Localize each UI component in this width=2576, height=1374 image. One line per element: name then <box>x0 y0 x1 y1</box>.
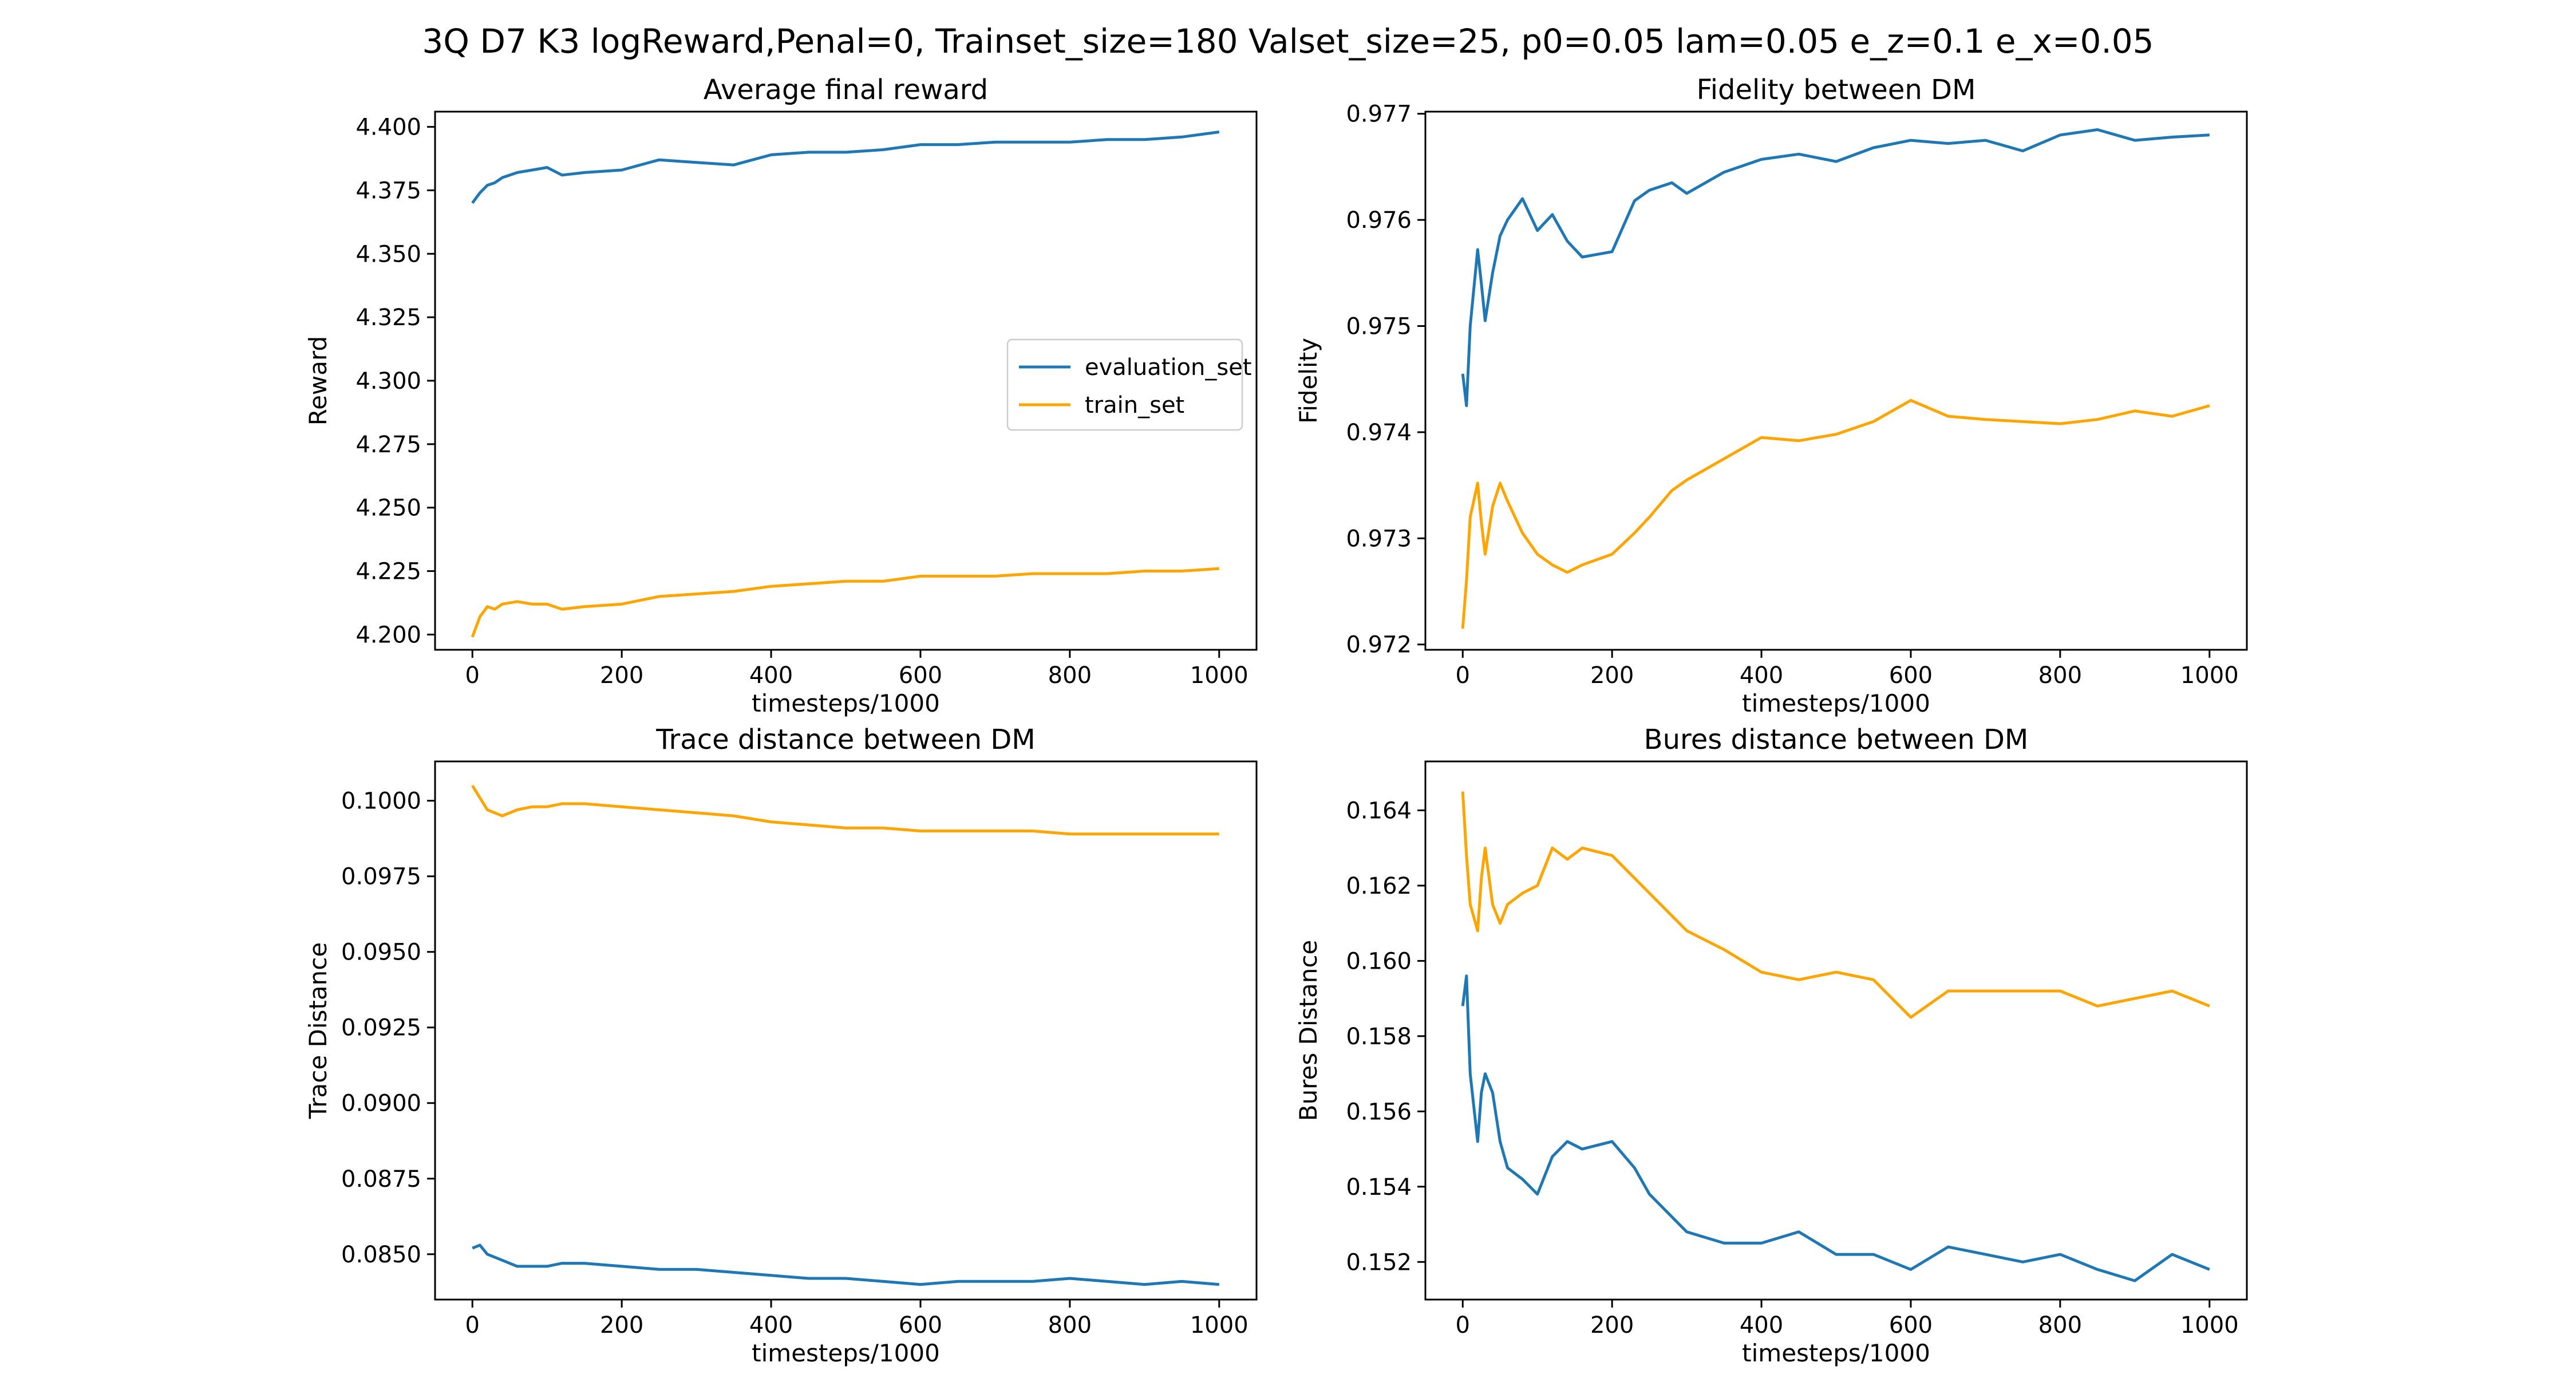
x-tick-label: 0 <box>465 1312 480 1339</box>
x-tick-label: 600 <box>899 662 942 689</box>
y-axis-label: Bures Distance <box>1294 940 1322 1122</box>
x-axis-label: timesteps/1000 <box>1742 689 1930 717</box>
series-line-evaluation-set <box>1461 974 2210 1282</box>
y-tick-label: 0.0850 <box>341 1242 421 1268</box>
y-tick-label: 0.156 <box>1346 1099 1412 1125</box>
x-tick-label: 800 <box>1048 1312 1092 1339</box>
y-tick-label: 0.0925 <box>341 1015 421 1041</box>
x-tick-label: 600 <box>1889 662 1933 689</box>
y-tick-label: 0.974 <box>1346 420 1412 446</box>
y-tick-label: 0.154 <box>1346 1174 1412 1201</box>
legend-label-train-set: train_set <box>1085 392 1184 418</box>
x-axis-label: timesteps/1000 <box>1742 1339 1930 1367</box>
x-tick-label: 1000 <box>2180 1312 2239 1339</box>
y-tick-label: 0.160 <box>1346 948 1412 974</box>
y-tick-label: 0.976 <box>1346 207 1412 234</box>
legend-label-evaluation-set: evaluation_set <box>1085 354 1252 381</box>
x-tick-label: 400 <box>749 1312 793 1339</box>
x-tick-label: 200 <box>600 1312 643 1339</box>
x-tick-label: 1000 <box>1190 662 1249 689</box>
axes-frame <box>1424 760 2248 1301</box>
x-tick-label: 600 <box>899 1312 942 1339</box>
x-tick-label: 400 <box>1740 1312 1783 1339</box>
y-tick-label: 0.975 <box>1346 314 1412 340</box>
y-tick-label: 4.225 <box>355 559 421 585</box>
y-tick-label: 0.0950 <box>341 939 421 966</box>
y-tick-label: 0.0975 <box>341 864 421 890</box>
x-axis-label: timesteps/1000 <box>752 689 940 717</box>
subplot-trace-distance-between-dm: 0 200 400 600 800 1000 0.0850 0.0875 0.0900 0.092… <box>304 724 1258 1367</box>
y-axis-label: Reward <box>304 336 332 425</box>
x-tick-label: 0 <box>465 662 480 689</box>
y-tick-label: 0.973 <box>1346 526 1412 552</box>
y-tick-label: 0.162 <box>1346 873 1412 899</box>
subplot-title: Fidelity between DM <box>1697 74 1976 106</box>
x-axis-label: timesteps/1000 <box>752 1339 940 1367</box>
y-tick-label: 4.275 <box>355 432 421 458</box>
subplot-bures-distance-between-dm: 0 200 400 600 800 1000 0.152 0.154 0.156 0.158 0.1… <box>1294 724 2248 1367</box>
x-tick-label: 200 <box>1590 662 1634 689</box>
series-line-evaluation-set <box>471 131 1220 204</box>
y-tick-label: 0.1000 <box>341 788 421 815</box>
series-line-train-set <box>471 567 1219 638</box>
subplot-average-final-reward: 0 200 400 600 800 1000 4.200 4.225 4.250 4.275 4.3… <box>304 74 1258 717</box>
x-tick-label: 200 <box>1590 1312 1634 1339</box>
y-tick-label: 0.972 <box>1346 632 1412 658</box>
y-tick-label: 0.977 <box>1346 101 1412 128</box>
x-tick-label: 800 <box>2038 1312 2082 1339</box>
y-axis-label: Fidelity <box>1294 338 1322 424</box>
y-tick-label: 0.158 <box>1346 1024 1412 1050</box>
y-tick-label: 0.0900 <box>341 1091 421 1117</box>
x-tick-label: 800 <box>1048 662 1092 689</box>
x-tick-label: 400 <box>1740 662 1783 689</box>
legend-box <box>1006 338 1243 431</box>
y-tick-label: 4.250 <box>355 495 421 522</box>
x-tick-label: 600 <box>1889 1312 1933 1339</box>
y-tick-label: 4.375 <box>355 177 421 204</box>
series-line-evaluation-set <box>472 1243 1220 1286</box>
y-tick-label: 4.300 <box>355 368 421 394</box>
subplot-title: Trace distance between DM <box>655 724 1035 756</box>
subplots: 0 200 400 600 800 1000 4.200 4.225 4.250 4.275 4.3… <box>304 74 2248 1367</box>
y-tick-label: 4.325 <box>355 305 421 331</box>
y-tick-label: 4.350 <box>355 241 421 267</box>
y-tick-label: 4.200 <box>355 622 421 648</box>
series-line-train-set <box>1461 398 2210 629</box>
subplot-title: Average final reward <box>704 74 988 106</box>
y-tick-label: 0.164 <box>1346 797 1412 824</box>
y-axis-label: Trace Distance <box>304 942 332 1119</box>
series-line-train-set <box>1461 791 2210 1019</box>
series-line-train-set <box>471 784 1219 836</box>
y-tick-label: 0.152 <box>1346 1249 1412 1276</box>
y-tick-label: 4.400 <box>355 114 421 141</box>
x-tick-label: 1000 <box>1190 1312 1249 1339</box>
subplot-fidelity-between-dm: 0 200 400 600 800 1000 0.972 0.973 0.974 0.975 0.9… <box>1294 74 2248 717</box>
series-line-evaluation-set <box>1461 128 2210 408</box>
figure-suptitle: 3Q D7 K3 logReward,Penal=0, Trainset_siz… <box>422 22 2154 61</box>
subplot-title: Bures distance between DM <box>1644 724 2029 756</box>
x-tick-label: 400 <box>749 662 793 689</box>
legend: evaluation_set train_set <box>1006 338 1252 431</box>
x-tick-label: 200 <box>600 662 643 689</box>
y-tick-label: 0.0875 <box>341 1166 421 1193</box>
axes-frame <box>1424 110 2248 651</box>
x-tick-label: 0 <box>1456 1312 1470 1339</box>
x-tick-label: 1000 <box>2180 662 2239 689</box>
x-tick-label: 800 <box>2038 662 2082 689</box>
axes-frame <box>434 760 1258 1301</box>
x-tick-label: 0 <box>1456 662 1470 689</box>
